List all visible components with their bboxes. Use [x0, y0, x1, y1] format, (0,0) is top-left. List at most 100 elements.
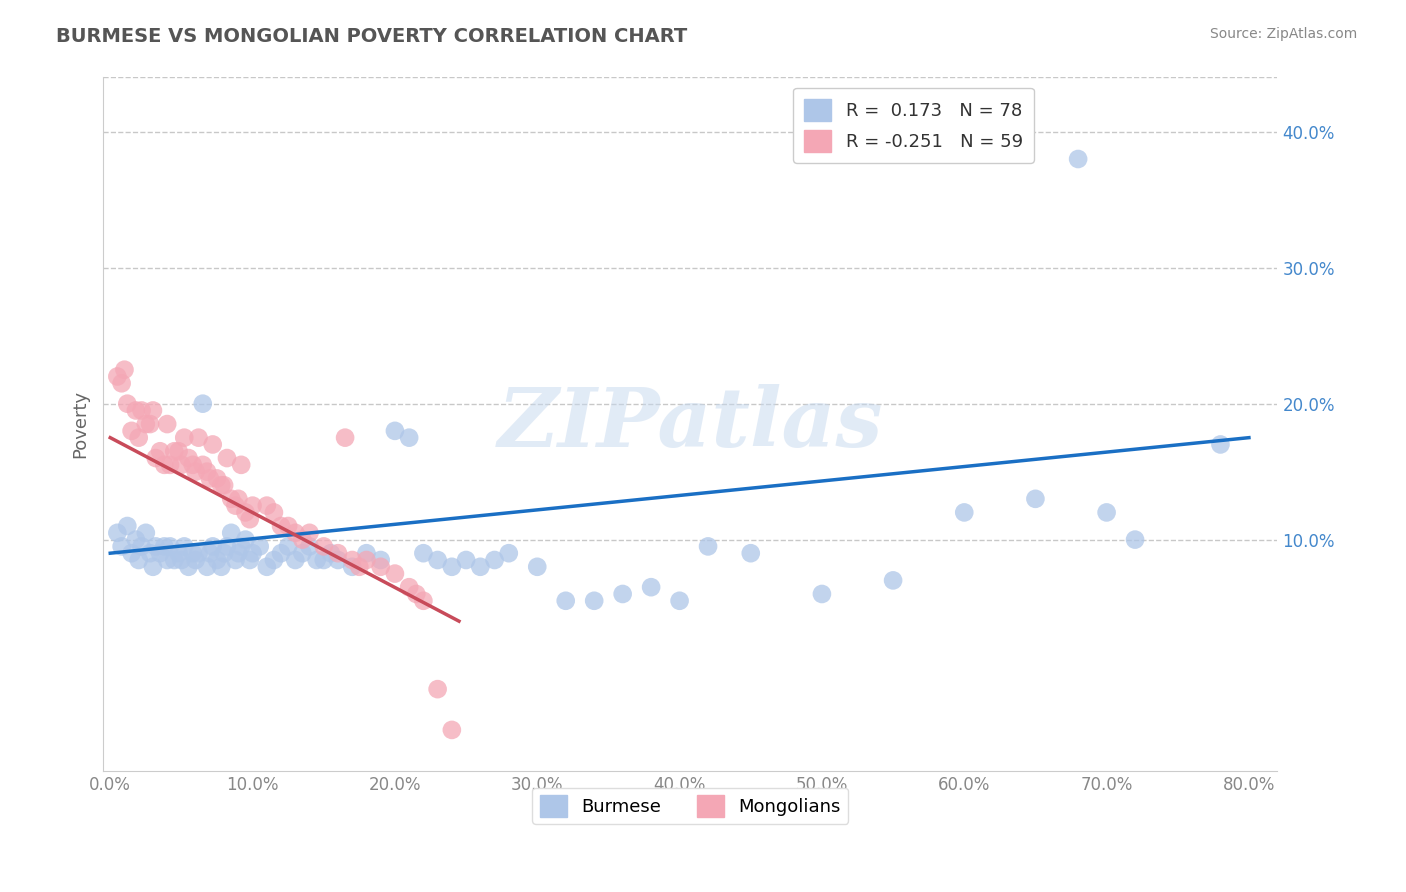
Point [198, 546, 221, 560]
Point [159, 540, 181, 554]
Point [135, 417, 157, 431]
Point [384, 566, 406, 581]
Point [291, 533, 314, 547]
Point [697, 540, 720, 554]
Point [284, 525, 307, 540]
Point [668, 594, 690, 608]
Point [277, 540, 299, 554]
Point [291, 546, 314, 560]
Point [554, 594, 576, 608]
Point [235, 505, 257, 519]
Point [125, 533, 148, 547]
Point [191, 397, 214, 411]
Point [326, 546, 349, 560]
Point [526, 559, 548, 574]
Point [145, 451, 167, 466]
Point [583, 594, 606, 608]
Point [426, 553, 449, 567]
Point [187, 546, 209, 560]
Point [412, 546, 434, 560]
Point [356, 553, 378, 567]
Point [454, 553, 477, 567]
Text: ZIPatlas: ZIPatlas [498, 384, 883, 464]
Point [811, 587, 834, 601]
Point [145, 540, 167, 554]
Point [333, 431, 356, 445]
Point [239, 512, 262, 526]
Point [139, 546, 162, 560]
Point [263, 505, 285, 519]
Point [342, 553, 364, 567]
Point [242, 499, 264, 513]
Point [270, 519, 292, 533]
Point [163, 444, 186, 458]
Point [470, 559, 492, 574]
Point [153, 540, 176, 554]
Point [228, 546, 250, 560]
Point [114, 362, 136, 376]
Text: BURMESE VS MONGOLIAN POVERTY CORRELATION CHART: BURMESE VS MONGOLIAN POVERTY CORRELATION… [56, 27, 688, 45]
Point [195, 465, 218, 479]
Point [384, 424, 406, 438]
Point [312, 553, 335, 567]
Point [326, 553, 349, 567]
Point [1209, 437, 1232, 451]
Point [212, 478, 235, 492]
Y-axis label: Poverty: Poverty [72, 390, 89, 458]
Point [953, 505, 976, 519]
Point [398, 431, 420, 445]
Point [426, 682, 449, 697]
Point [224, 553, 246, 567]
Point [612, 587, 634, 601]
Point [342, 559, 364, 574]
Point [498, 546, 520, 560]
Point [184, 465, 207, 479]
Point [209, 559, 232, 574]
Point [131, 403, 153, 417]
Point [205, 553, 228, 567]
Point [231, 540, 253, 554]
Point [256, 559, 278, 574]
Point [177, 451, 200, 466]
Point [249, 540, 271, 554]
Point [256, 499, 278, 513]
Point [319, 546, 342, 560]
Point [105, 525, 128, 540]
Point [167, 546, 190, 560]
Text: Source: ZipAtlas.com: Source: ZipAtlas.com [1209, 27, 1357, 41]
Point [277, 519, 299, 533]
Point [405, 587, 427, 601]
Point [440, 723, 463, 737]
Point [398, 580, 420, 594]
Point [212, 546, 235, 560]
Point [139, 417, 162, 431]
Point [156, 553, 179, 567]
Point [121, 546, 143, 560]
Point [484, 553, 506, 567]
Point [205, 471, 228, 485]
Point [131, 540, 153, 554]
Point [173, 431, 195, 445]
Point [135, 525, 157, 540]
Point [167, 444, 190, 458]
Point [356, 546, 378, 560]
Point [298, 540, 321, 554]
Point [128, 431, 150, 445]
Point [882, 574, 904, 588]
Point [740, 546, 762, 560]
Point [156, 417, 179, 431]
Point [117, 397, 139, 411]
Point [117, 519, 139, 533]
Point [219, 525, 242, 540]
Point [125, 403, 148, 417]
Point [198, 471, 221, 485]
Point [239, 553, 262, 567]
Point [111, 540, 134, 554]
Point [128, 553, 150, 567]
Point [228, 491, 250, 506]
Point [349, 559, 371, 574]
Point [370, 559, 392, 574]
Point [215, 540, 238, 554]
Point [235, 533, 257, 547]
Point [163, 553, 186, 567]
